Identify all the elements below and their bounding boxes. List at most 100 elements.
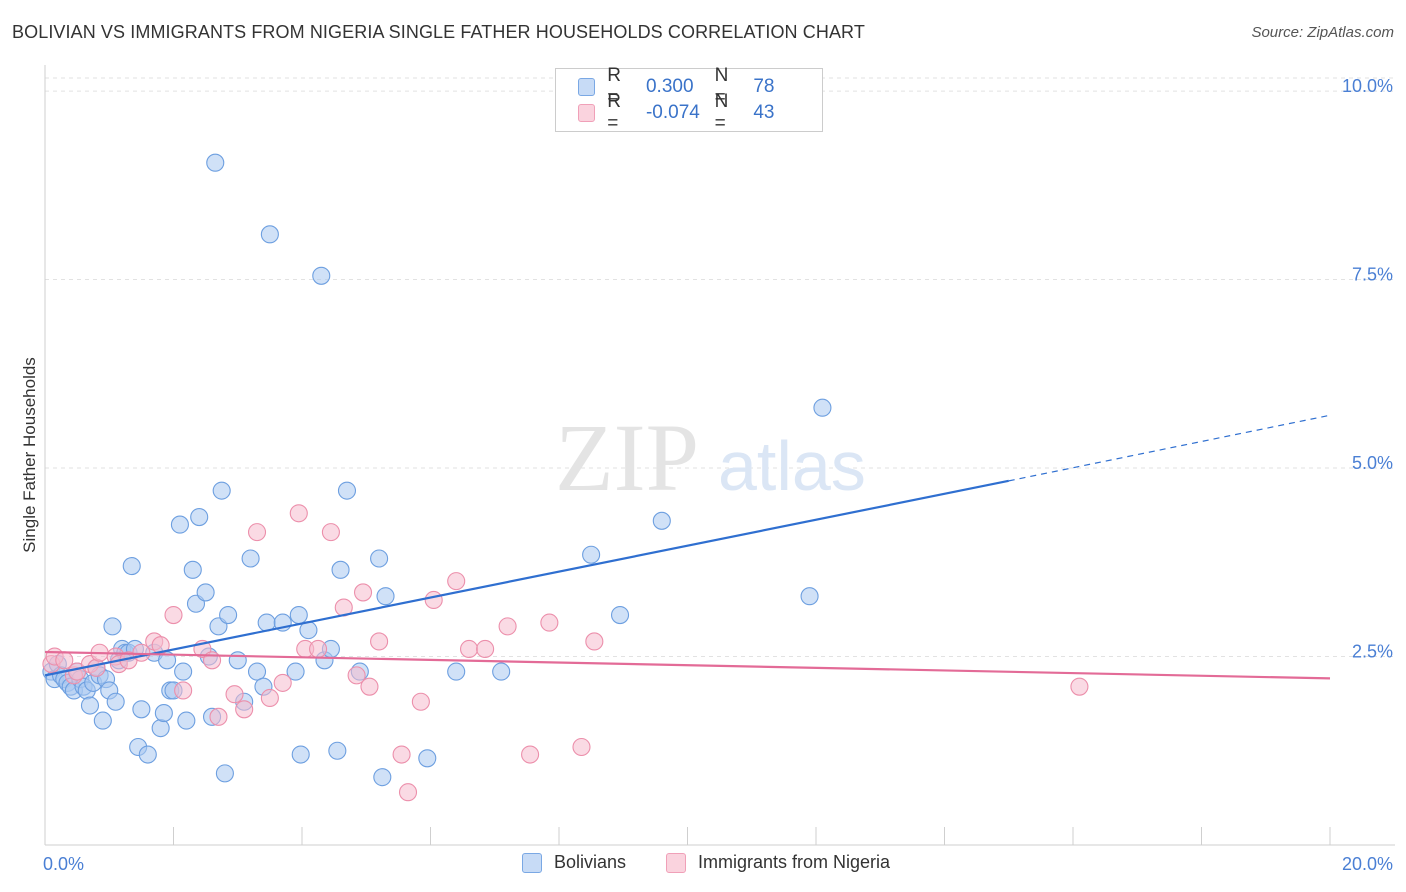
y-tick-label: 7.5% xyxy=(1352,265,1393,285)
nigeria-point xyxy=(209,707,228,726)
nigeria-point xyxy=(540,613,559,632)
bolivians-point xyxy=(610,606,630,625)
nigeria-point xyxy=(392,745,411,764)
nigeria-point xyxy=(164,606,183,625)
legend-label-nigeria: Immigrants from Nigeria xyxy=(698,852,891,872)
bolivians-point xyxy=(219,606,238,625)
chart-title: BOLIVIAN VS IMMIGRANTS FROM NIGERIA SING… xyxy=(12,22,865,42)
nigeria-point xyxy=(235,700,254,719)
nigeria-point xyxy=(353,583,373,602)
nigeria-point xyxy=(321,523,340,542)
bolivians-point xyxy=(291,745,310,764)
legend-n-label: N = xyxy=(714,91,729,134)
bolivians-point xyxy=(370,549,389,568)
nigeria-point xyxy=(572,737,591,757)
nigeria-point xyxy=(273,673,292,692)
bolivians-point xyxy=(328,741,347,760)
nigeria-point xyxy=(260,688,279,708)
nigeria-point xyxy=(585,632,604,651)
watermark-atlas: atlas xyxy=(718,427,866,505)
legend-row-bolivians: R = 0.300 N = 78 xyxy=(578,65,822,108)
bolivians-point xyxy=(80,696,100,715)
bolivians-point xyxy=(492,662,511,681)
nigeria-point xyxy=(459,639,479,659)
nigeria-point xyxy=(247,523,267,542)
bolivians-point xyxy=(215,764,234,783)
y-tick-label: 2.5% xyxy=(1352,642,1393,662)
legend-n-value: 78 xyxy=(753,76,775,97)
stats-legend: R = 0.300 N = 78 R = -0.074 N = 43 xyxy=(555,65,823,134)
legend-swatch-nigeria xyxy=(666,852,686,873)
bolivians-point xyxy=(154,704,173,723)
legend-n-value: 43 xyxy=(753,102,775,123)
bolivians-point xyxy=(151,719,170,738)
bolivians-point xyxy=(174,662,193,681)
bolivians-point xyxy=(331,560,350,579)
watermark: ZIP atlas xyxy=(555,404,866,511)
bolivians-point xyxy=(582,545,601,564)
bolivians-point xyxy=(289,606,308,625)
legend-r-label: R = xyxy=(607,65,621,108)
source-label: Source: ZipAtlas.com xyxy=(1251,24,1394,41)
bolivians-point xyxy=(177,711,196,730)
legend-item-nigeria: Immigrants from Nigeria xyxy=(666,852,890,873)
legend-swatch-bolivians xyxy=(522,852,542,873)
bolivians-point xyxy=(206,153,225,172)
watermark-zip: ZIP xyxy=(555,404,699,511)
legend-r-value: 0.300 xyxy=(645,76,694,97)
bolivians-point xyxy=(337,481,357,500)
tick-labels: 2.5% 5.0% 7.5% 10.0% 0.0% 20.0% xyxy=(43,76,1393,874)
nigeria-point xyxy=(360,677,379,696)
bolivians-point xyxy=(212,481,231,500)
legend-r-value: -0.074 xyxy=(645,102,700,123)
bolivians-point xyxy=(183,560,202,579)
y-tick-label: 10.0% xyxy=(1342,76,1393,96)
bolivians-point xyxy=(447,662,466,681)
bolivians-point xyxy=(196,583,215,602)
bolivians-point xyxy=(106,692,125,711)
axes xyxy=(44,65,1395,846)
legend-r-label: R = xyxy=(607,91,621,134)
nigeria-point xyxy=(521,745,540,764)
nigeria-point xyxy=(1070,677,1089,696)
legend-label-bolivians: Bolivians xyxy=(554,852,627,872)
bolivians-point xyxy=(247,662,267,681)
trend-lines xyxy=(44,414,1331,680)
bolivians-point xyxy=(418,749,437,768)
bolivians-point xyxy=(103,617,122,636)
legend-swatch-nigeria xyxy=(578,104,596,122)
nigeria-point xyxy=(347,666,366,685)
bolivians-point xyxy=(286,662,305,681)
nigeria-point xyxy=(87,658,106,677)
bolivians-trend-extension xyxy=(1008,414,1331,482)
legend-item-bolivians: Bolivians xyxy=(522,852,626,873)
nigeria-point xyxy=(424,590,443,610)
nigeria-point xyxy=(289,504,308,523)
x-tick-label: 20.0% xyxy=(1342,854,1393,874)
bolivians-point xyxy=(170,515,189,534)
nigeria-point xyxy=(225,685,244,704)
legend-swatch-bolivians xyxy=(578,78,596,96)
bolivians-point xyxy=(260,225,279,244)
nigeria-point xyxy=(476,639,495,659)
nigeria-point xyxy=(309,639,328,659)
nigeria-trend-line xyxy=(44,650,1331,680)
nigeria-point xyxy=(411,692,430,711)
x-tick-label: 0.0% xyxy=(43,854,84,874)
bolivians-point xyxy=(813,398,832,417)
bolivians-point xyxy=(373,768,392,787)
nigeria-point xyxy=(370,632,389,651)
legend-n-label: N = xyxy=(714,65,729,108)
bolivians-point xyxy=(652,511,671,530)
bolivians-point xyxy=(312,266,331,285)
y-tick-label: 5.0% xyxy=(1352,453,1393,473)
nigeria-point xyxy=(498,617,517,636)
legend-row-nigeria: R = -0.074 N = 43 xyxy=(578,91,822,134)
nigeria-point xyxy=(174,681,193,700)
bolivians-point xyxy=(228,651,247,670)
nigeria-point xyxy=(447,572,466,591)
bolivians-point xyxy=(800,587,819,606)
bolivians-point xyxy=(132,700,151,719)
bolivians-point xyxy=(93,711,112,730)
